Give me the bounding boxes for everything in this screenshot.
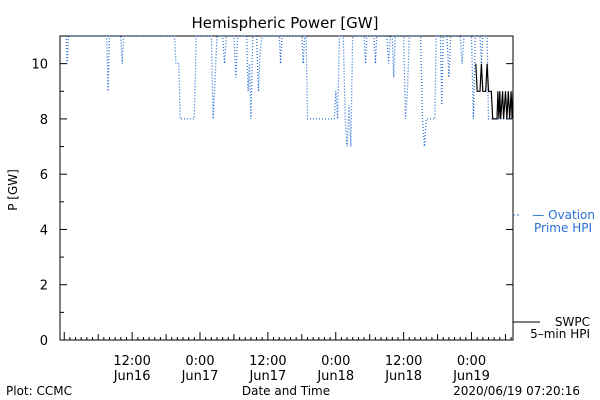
series-line-swpc <box>475 63 514 120</box>
y-tick-label: 6 <box>40 168 48 183</box>
footer-timestamp: 2020/06/19 07:20:16 <box>453 384 580 398</box>
footer-plot-credit: Plot: CCMC <box>6 384 72 398</box>
x-tick-label-date: Jun18 <box>384 369 422 384</box>
x-tick-label-time: 0:00 <box>185 354 214 369</box>
x-tick-label-time: 12:00 <box>385 354 422 369</box>
x-tick-label-time: 12:00 <box>249 354 286 369</box>
x-tick-label-date: Jun17 <box>181 369 219 384</box>
x-axis: 12:00Jun160:00Jun1712:00Jun170:00Jun1812… <box>63 332 512 384</box>
y-tick-label: 2 <box>40 279 48 294</box>
x-tick-label-date: Jun17 <box>248 369 286 384</box>
x-tick-label-date: Jun19 <box>452 369 490 384</box>
plot-frame <box>59 35 514 341</box>
y-axis: 0 2 4 6 8 10 <box>31 58 513 349</box>
legend-label-swpc: SWPC <box>555 315 590 329</box>
legend-label-ovation: Prime HPI <box>534 221 592 235</box>
chart-title: Hemispheric Power [GW] <box>192 14 379 32</box>
x-tick-label-time: 0:00 <box>321 354 350 369</box>
series-group <box>65 35 514 147</box>
x-axis-label: Date and Time <box>242 384 330 398</box>
legend-label-swpc: 5–min HPI <box>530 327 590 341</box>
x-tick-label-time: 12:00 <box>113 354 150 369</box>
x-tick-label-date: Jun16 <box>113 369 151 384</box>
y-tick-label: 10 <box>31 58 48 73</box>
y-axis-label: P [GW] <box>6 169 20 211</box>
x-tick-label-date: Jun18 <box>316 369 354 384</box>
series-line-ovation-prime <box>65 35 513 147</box>
y-tick-label: 4 <box>40 223 48 238</box>
x-tick-label-time: 0:00 <box>457 354 486 369</box>
legend-label-ovation: — Ovation <box>532 208 595 222</box>
y-tick-label: 8 <box>40 113 48 128</box>
y-tick-label: 0 <box>40 334 48 349</box>
